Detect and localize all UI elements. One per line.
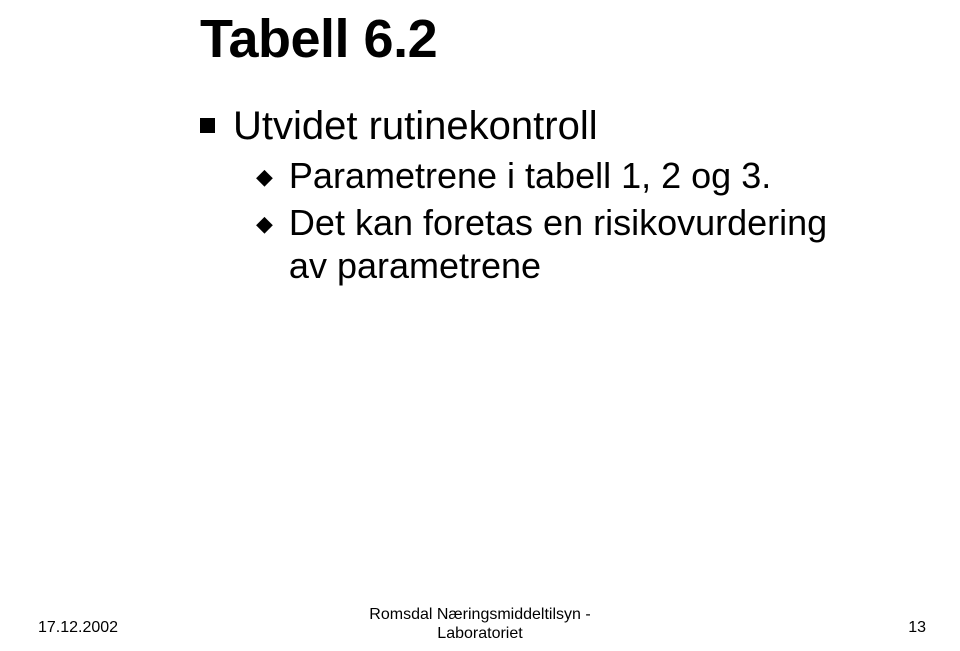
square-bullet-icon <box>200 118 215 133</box>
footer-center: Romsdal Næringsmiddeltilsyn - Laboratori… <box>0 605 960 643</box>
diamond-bullet-icon: ◆ <box>256 166 273 188</box>
bullet-level2-text: Parametrene i tabell 1, 2 og 3. <box>289 154 771 197</box>
footer-center-line2: Laboratoriet <box>437 625 522 642</box>
bullet-level2: ◆ Parametrene i tabell 1, 2 og 3. <box>256 154 900 197</box>
footer-center-line1: Romsdal Næringsmiddeltilsyn - <box>369 606 590 623</box>
slide: Tabell 6.2 Utvidet rutinekontroll ◆ Para… <box>0 0 960 651</box>
slide-title: Tabell 6.2 <box>200 8 437 70</box>
bullet-level1-text: Utvidet rutinekontroll <box>233 102 598 150</box>
diamond-bullet-icon: ◆ <box>256 213 273 235</box>
slide-footer: 17.12.2002 Romsdal Næringsmiddeltilsyn -… <box>0 603 960 643</box>
bullet-level2-text: Det kan foretas en risikovurdering av pa… <box>289 201 849 287</box>
bullet-level2: ◆ Det kan foretas en risikovurdering av … <box>256 201 900 287</box>
footer-page-number: 13 <box>908 619 926 637</box>
slide-body: Utvidet rutinekontroll ◆ Parametrene i t… <box>200 102 900 292</box>
bullet-level1: Utvidet rutinekontroll <box>200 102 900 150</box>
